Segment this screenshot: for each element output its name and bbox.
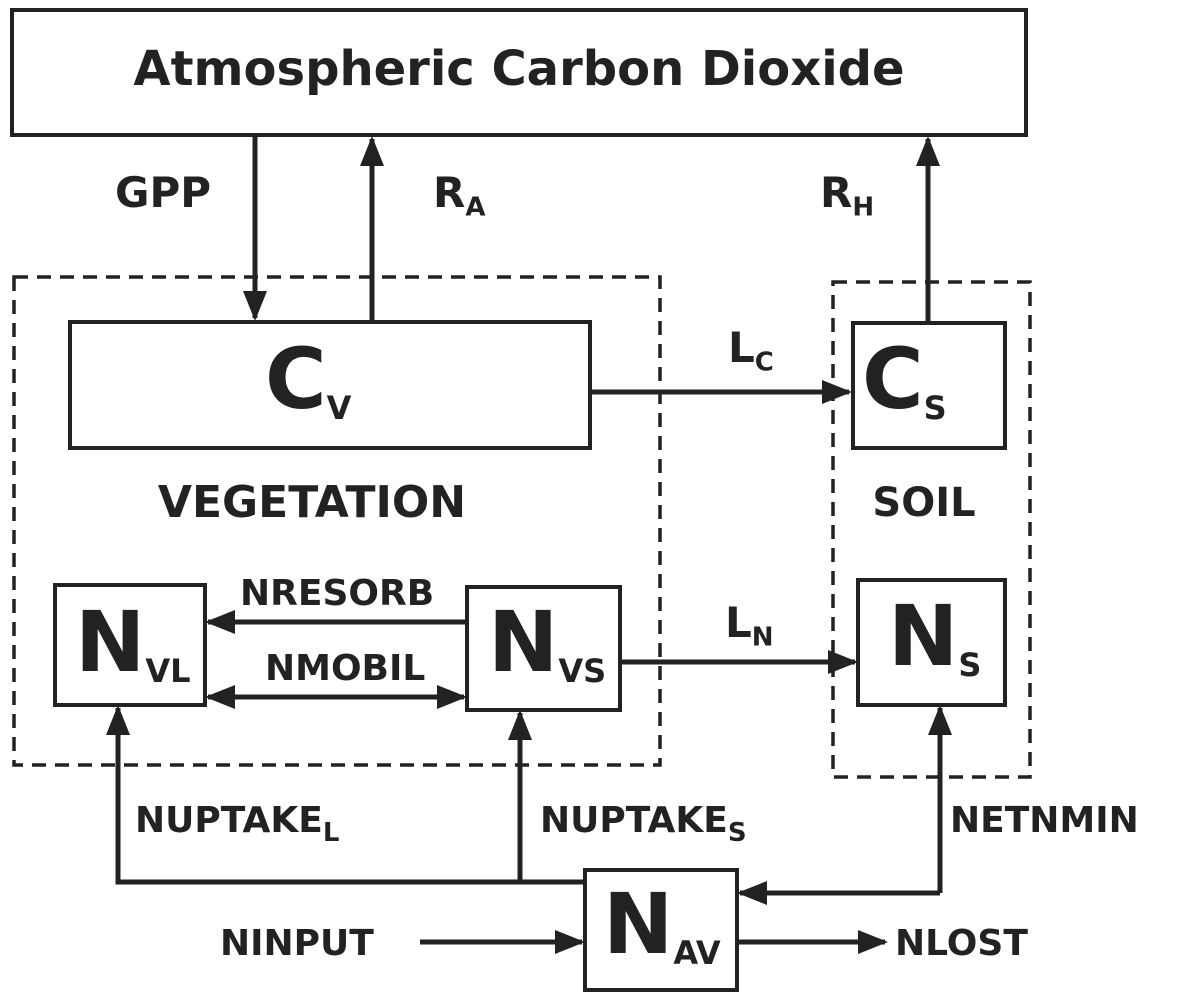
flux-label-sub: N bbox=[752, 622, 774, 652]
node-label-main: N bbox=[75, 593, 145, 691]
layout bbox=[10, 8, 1032, 992]
flux-label-main: NRESORB bbox=[240, 573, 434, 614]
flux-label: LC bbox=[728, 323, 774, 378]
node-label-sub: VS bbox=[558, 652, 606, 690]
nvs-box bbox=[465, 585, 622, 712]
node-label-main: C bbox=[862, 330, 924, 428]
node-label-sub: V bbox=[327, 389, 352, 427]
flux-label-main: NMOBIL bbox=[265, 648, 425, 689]
node-label: CS bbox=[862, 330, 947, 428]
flux-label-main: GPP bbox=[115, 168, 211, 217]
flux-label-sub: C bbox=[755, 347, 774, 377]
node-label-main: N bbox=[888, 587, 958, 685]
flux-label-main: R bbox=[820, 168, 852, 217]
flux-label-sub: L bbox=[323, 817, 340, 847]
flux-label-main: NUPTAKE bbox=[540, 800, 728, 841]
node-label-sub: S bbox=[924, 389, 947, 427]
ns-box bbox=[856, 578, 1007, 707]
flux-label: NUPTAKEL bbox=[135, 800, 339, 847]
atm-box bbox=[10, 8, 1028, 137]
flux-label-main: R bbox=[433, 168, 465, 217]
title: Atmospheric Carbon Dioxide bbox=[133, 41, 904, 97]
flux-label: NLOST bbox=[895, 923, 1028, 964]
group-label: SOIL bbox=[872, 480, 975, 526]
node-label-main: N bbox=[488, 593, 558, 691]
flux-label-sub: S bbox=[728, 817, 747, 847]
soil-group bbox=[831, 280, 1032, 779]
node-label-sub: S bbox=[958, 646, 981, 684]
flux-label-main: NLOST bbox=[895, 923, 1028, 964]
flux-label-main: NINPUT bbox=[220, 923, 374, 964]
flux-label: NETNMIN bbox=[950, 800, 1139, 841]
node-label: CV bbox=[265, 330, 352, 428]
flux-label: GPP bbox=[115, 168, 211, 217]
vegetation-group bbox=[12, 275, 662, 767]
flux-label: NUPTAKES bbox=[540, 800, 747, 847]
node-label-sub: VL bbox=[145, 652, 190, 690]
flux-label-sub: A bbox=[465, 192, 485, 222]
node-label-main: C bbox=[265, 330, 327, 428]
flux-label-sub: H bbox=[852, 192, 874, 222]
arrow bbox=[106, 705, 585, 885]
cv-box bbox=[68, 320, 592, 450]
nav-box bbox=[583, 868, 739, 992]
nvl-box bbox=[53, 583, 207, 707]
node-label-sub: AV bbox=[673, 934, 721, 972]
node-label: NVL bbox=[75, 593, 190, 691]
flux-label-main: L bbox=[725, 598, 752, 647]
flux-label-main: NETNMIN bbox=[950, 800, 1139, 841]
group-label: VEGETATION bbox=[158, 477, 466, 528]
flux-label: RH bbox=[820, 168, 874, 223]
node-label-main: N bbox=[603, 875, 673, 973]
node-label: NS bbox=[888, 587, 981, 685]
flux-label: LN bbox=[725, 598, 774, 653]
node-label: NVS bbox=[488, 593, 606, 691]
node-label: NAV bbox=[603, 875, 721, 973]
flux-label: NRESORB bbox=[240, 573, 434, 614]
flux-label: RA bbox=[433, 168, 485, 223]
cs-box bbox=[851, 321, 1007, 450]
flux-label-main: NUPTAKE bbox=[135, 800, 323, 841]
flux-label: NMOBIL bbox=[265, 648, 425, 689]
flux-label-main: L bbox=[728, 323, 755, 372]
flux-label: NINPUT bbox=[220, 923, 374, 964]
